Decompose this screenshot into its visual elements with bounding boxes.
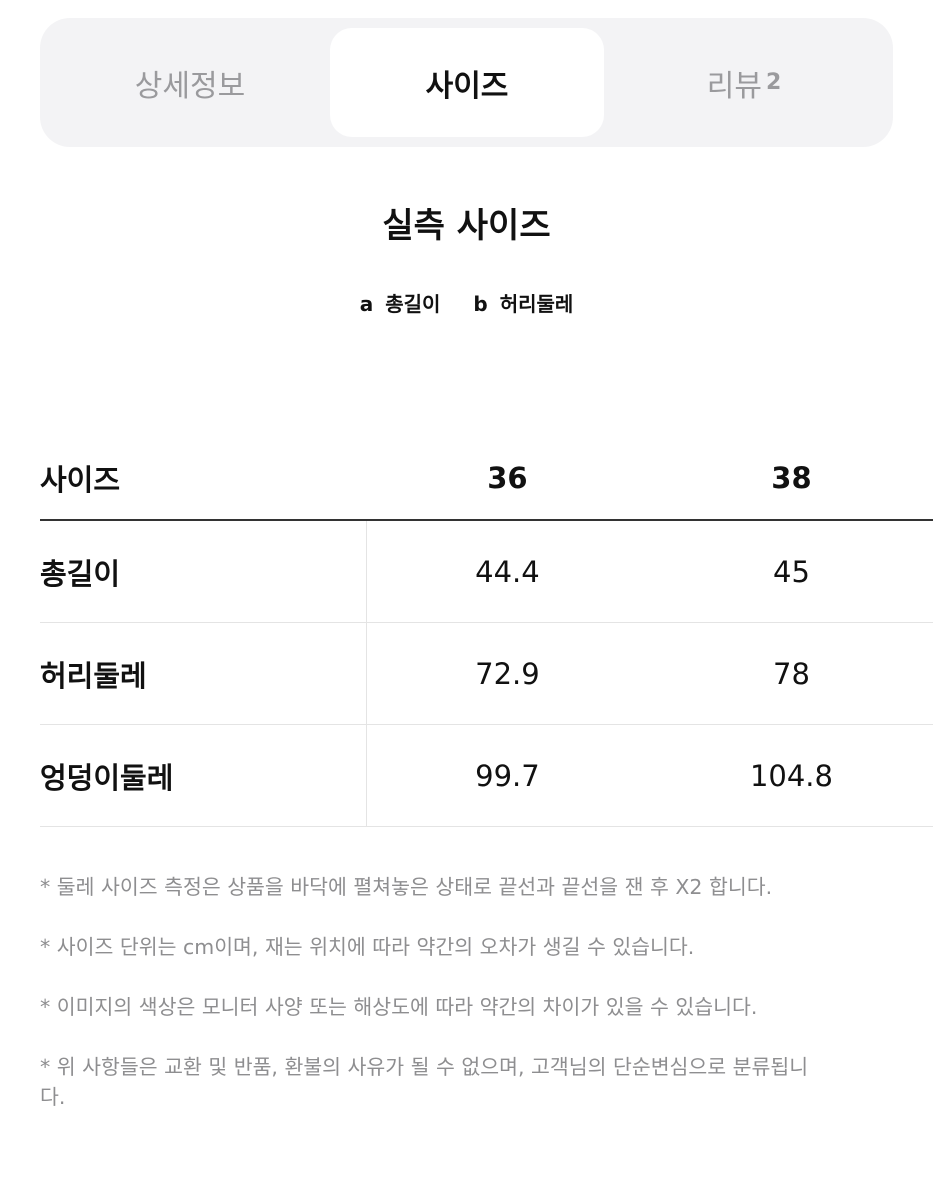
review-count: 2 [765,70,782,95]
tab-label: 상세정보 [134,68,246,104]
note: * 둘레 사이즈 측정은 상품을 바닥에 펼쳐놓은 상태로 끝선과 끝선을 잰 … [40,875,773,899]
header-size: 사이즈 [40,463,121,497]
cell-value: 104.8 [749,758,833,793]
table-header-row: 사이즈 36 38 [40,437,933,521]
header-36: 36 [487,461,528,495]
tab-size[interactable]: 사이즈 [330,28,604,137]
measurement-legend: a 총길이 b 허리둘레 [0,288,933,317]
column-divider [366,623,367,724]
size-table: 사이즈 36 38 총길이 44.4 45 허리둘레 72.9 78 엉덩이둘레… [40,437,933,827]
tab-reviews[interactable]: 리뷰 2 [604,28,884,137]
cell-value: 99.7 [475,758,540,793]
legend-key-b: b [473,292,488,316]
row-label: 총길이 [40,556,121,591]
note: * 이미지의 색상은 모니터 사양 또는 해상도에 따라 약간의 차이가 있을 … [40,995,758,1019]
legend-label-a: 총길이 [385,292,441,316]
column-divider [366,725,367,826]
cell-value: 72.9 [475,656,540,691]
size-notes: * 둘레 사이즈 측정은 상품을 바닥에 펼쳐놓은 상태로 끝선과 끝선을 잰 … [40,872,900,1142]
tab-label: 사이즈 [425,68,509,104]
column-divider [366,521,367,622]
table-row: 총길이 44.4 45 [40,521,933,623]
table-row: 엉덩이둘레 99.7 104.8 [40,725,933,827]
note: * 사이즈 단위는 cm이며, 재는 위치에 따라 약간의 오차가 생길 수 있… [40,935,695,959]
tab-label: 리뷰 [706,68,762,104]
cell-value: 45 [773,554,810,589]
row-label: 엉덩이둘레 [40,760,174,795]
tab-bar: 상세정보 사이즈 리뷰 2 [40,18,893,147]
table-row: 허리둘레 72.9 78 [40,623,933,725]
header-38: 38 [771,461,812,495]
note: * 위 사항들은 교환 및 반품, 환불의 사유가 될 수 없으며, 고객님의 … [40,1055,809,1109]
cell-value: 44.4 [475,554,540,589]
legend-key-a: a [359,292,374,316]
row-label: 허리둘레 [40,658,147,693]
cell-value: 78 [773,656,810,691]
section-title: 실측 사이즈 [382,206,551,246]
tab-details[interactable]: 상세정보 [50,28,330,137]
legend-label-b: 허리둘레 [499,292,574,316]
